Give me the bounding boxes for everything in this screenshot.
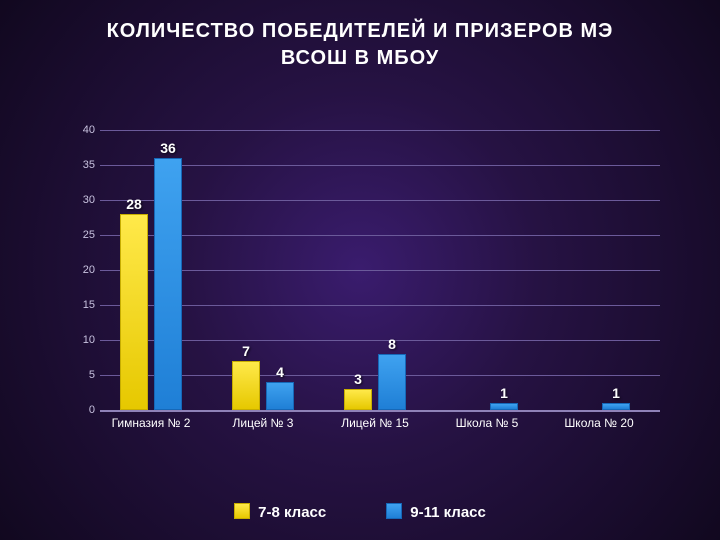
x-tick-label: Лицей № 3 <box>208 416 318 430</box>
legend-item: 7-8 класс <box>234 503 326 522</box>
grid-line <box>100 270 660 271</box>
y-tick-label: 35 <box>65 159 95 171</box>
y-tick-label: 20 <box>65 264 95 276</box>
title-line-1: КОЛИЧЕСТВО ПОБЕДИТЕЛЕЙ И ПРИЗЕРОВ МЭ <box>107 20 614 42</box>
legend-label: 9-11 класс <box>410 504 486 521</box>
bar-value-label: 1 <box>612 385 620 401</box>
bar-value-label: 28 <box>126 196 142 212</box>
grid-line <box>100 165 660 166</box>
chart: 05101520253035402836743811 Гимназия № 2Л… <box>60 130 660 450</box>
grid-line <box>100 235 660 236</box>
bar: 28 <box>120 214 148 410</box>
y-tick-label: 0 <box>65 404 95 416</box>
bar-fill <box>602 403 630 410</box>
legend-item: 9-11 класс <box>386 503 486 522</box>
bar: 1 <box>490 403 518 410</box>
bar: 36 <box>154 158 182 410</box>
bar-fill <box>154 158 182 410</box>
slide-title: КОЛИЧЕСТВО ПОБЕДИТЕЛЕЙ И ПРИЗЕРОВ МЭ ВСО… <box>0 18 720 72</box>
bar: 4 <box>266 382 294 410</box>
x-tick-label: Лицей № 15 <box>320 416 430 430</box>
axis-baseline <box>100 410 660 412</box>
slide: КОЛИЧЕСТВО ПОБЕДИТЕЛЕЙ И ПРИЗЕРОВ МЭ ВСО… <box>0 0 720 540</box>
bar-value-label: 3 <box>354 371 362 387</box>
bar: 7 <box>232 361 260 410</box>
y-tick-label: 25 <box>65 229 95 241</box>
y-tick-label: 15 <box>65 299 95 311</box>
legend: 7-8 класс 9-11 класс <box>0 503 720 522</box>
y-tick-label: 30 <box>65 194 95 206</box>
plot-area: 05101520253035402836743811 <box>100 130 660 410</box>
bar-fill <box>120 214 148 410</box>
y-tick-label: 10 <box>65 334 95 346</box>
bar-value-label: 36 <box>160 140 176 156</box>
bar-value-label: 7 <box>242 343 250 359</box>
x-tick-label: Гимназия № 2 <box>96 416 206 430</box>
x-tick-label: Школа № 20 <box>544 416 654 430</box>
bar-value-label: 8 <box>388 336 396 352</box>
bar-value-label: 4 <box>276 364 284 380</box>
bar-fill <box>378 354 406 410</box>
bar-fill <box>344 389 372 410</box>
grid-line <box>100 200 660 201</box>
legend-swatch <box>386 503 402 519</box>
bar-fill <box>490 403 518 410</box>
bar: 1 <box>602 403 630 410</box>
bar-value-label: 1 <box>500 385 508 401</box>
y-tick-label: 5 <box>65 369 95 381</box>
bar: 8 <box>378 354 406 410</box>
legend-label: 7-8 класс <box>258 504 326 521</box>
x-tick-label: Школа № 5 <box>432 416 542 430</box>
grid-line <box>100 305 660 306</box>
bar: 3 <box>344 389 372 410</box>
grid-line <box>100 340 660 341</box>
legend-swatch <box>234 503 250 519</box>
bar-fill <box>232 361 260 410</box>
y-tick-label: 40 <box>65 124 95 136</box>
title-line-2: ВСОШ В МБОУ <box>281 47 439 69</box>
grid-line <box>100 130 660 131</box>
bar-fill <box>266 382 294 410</box>
